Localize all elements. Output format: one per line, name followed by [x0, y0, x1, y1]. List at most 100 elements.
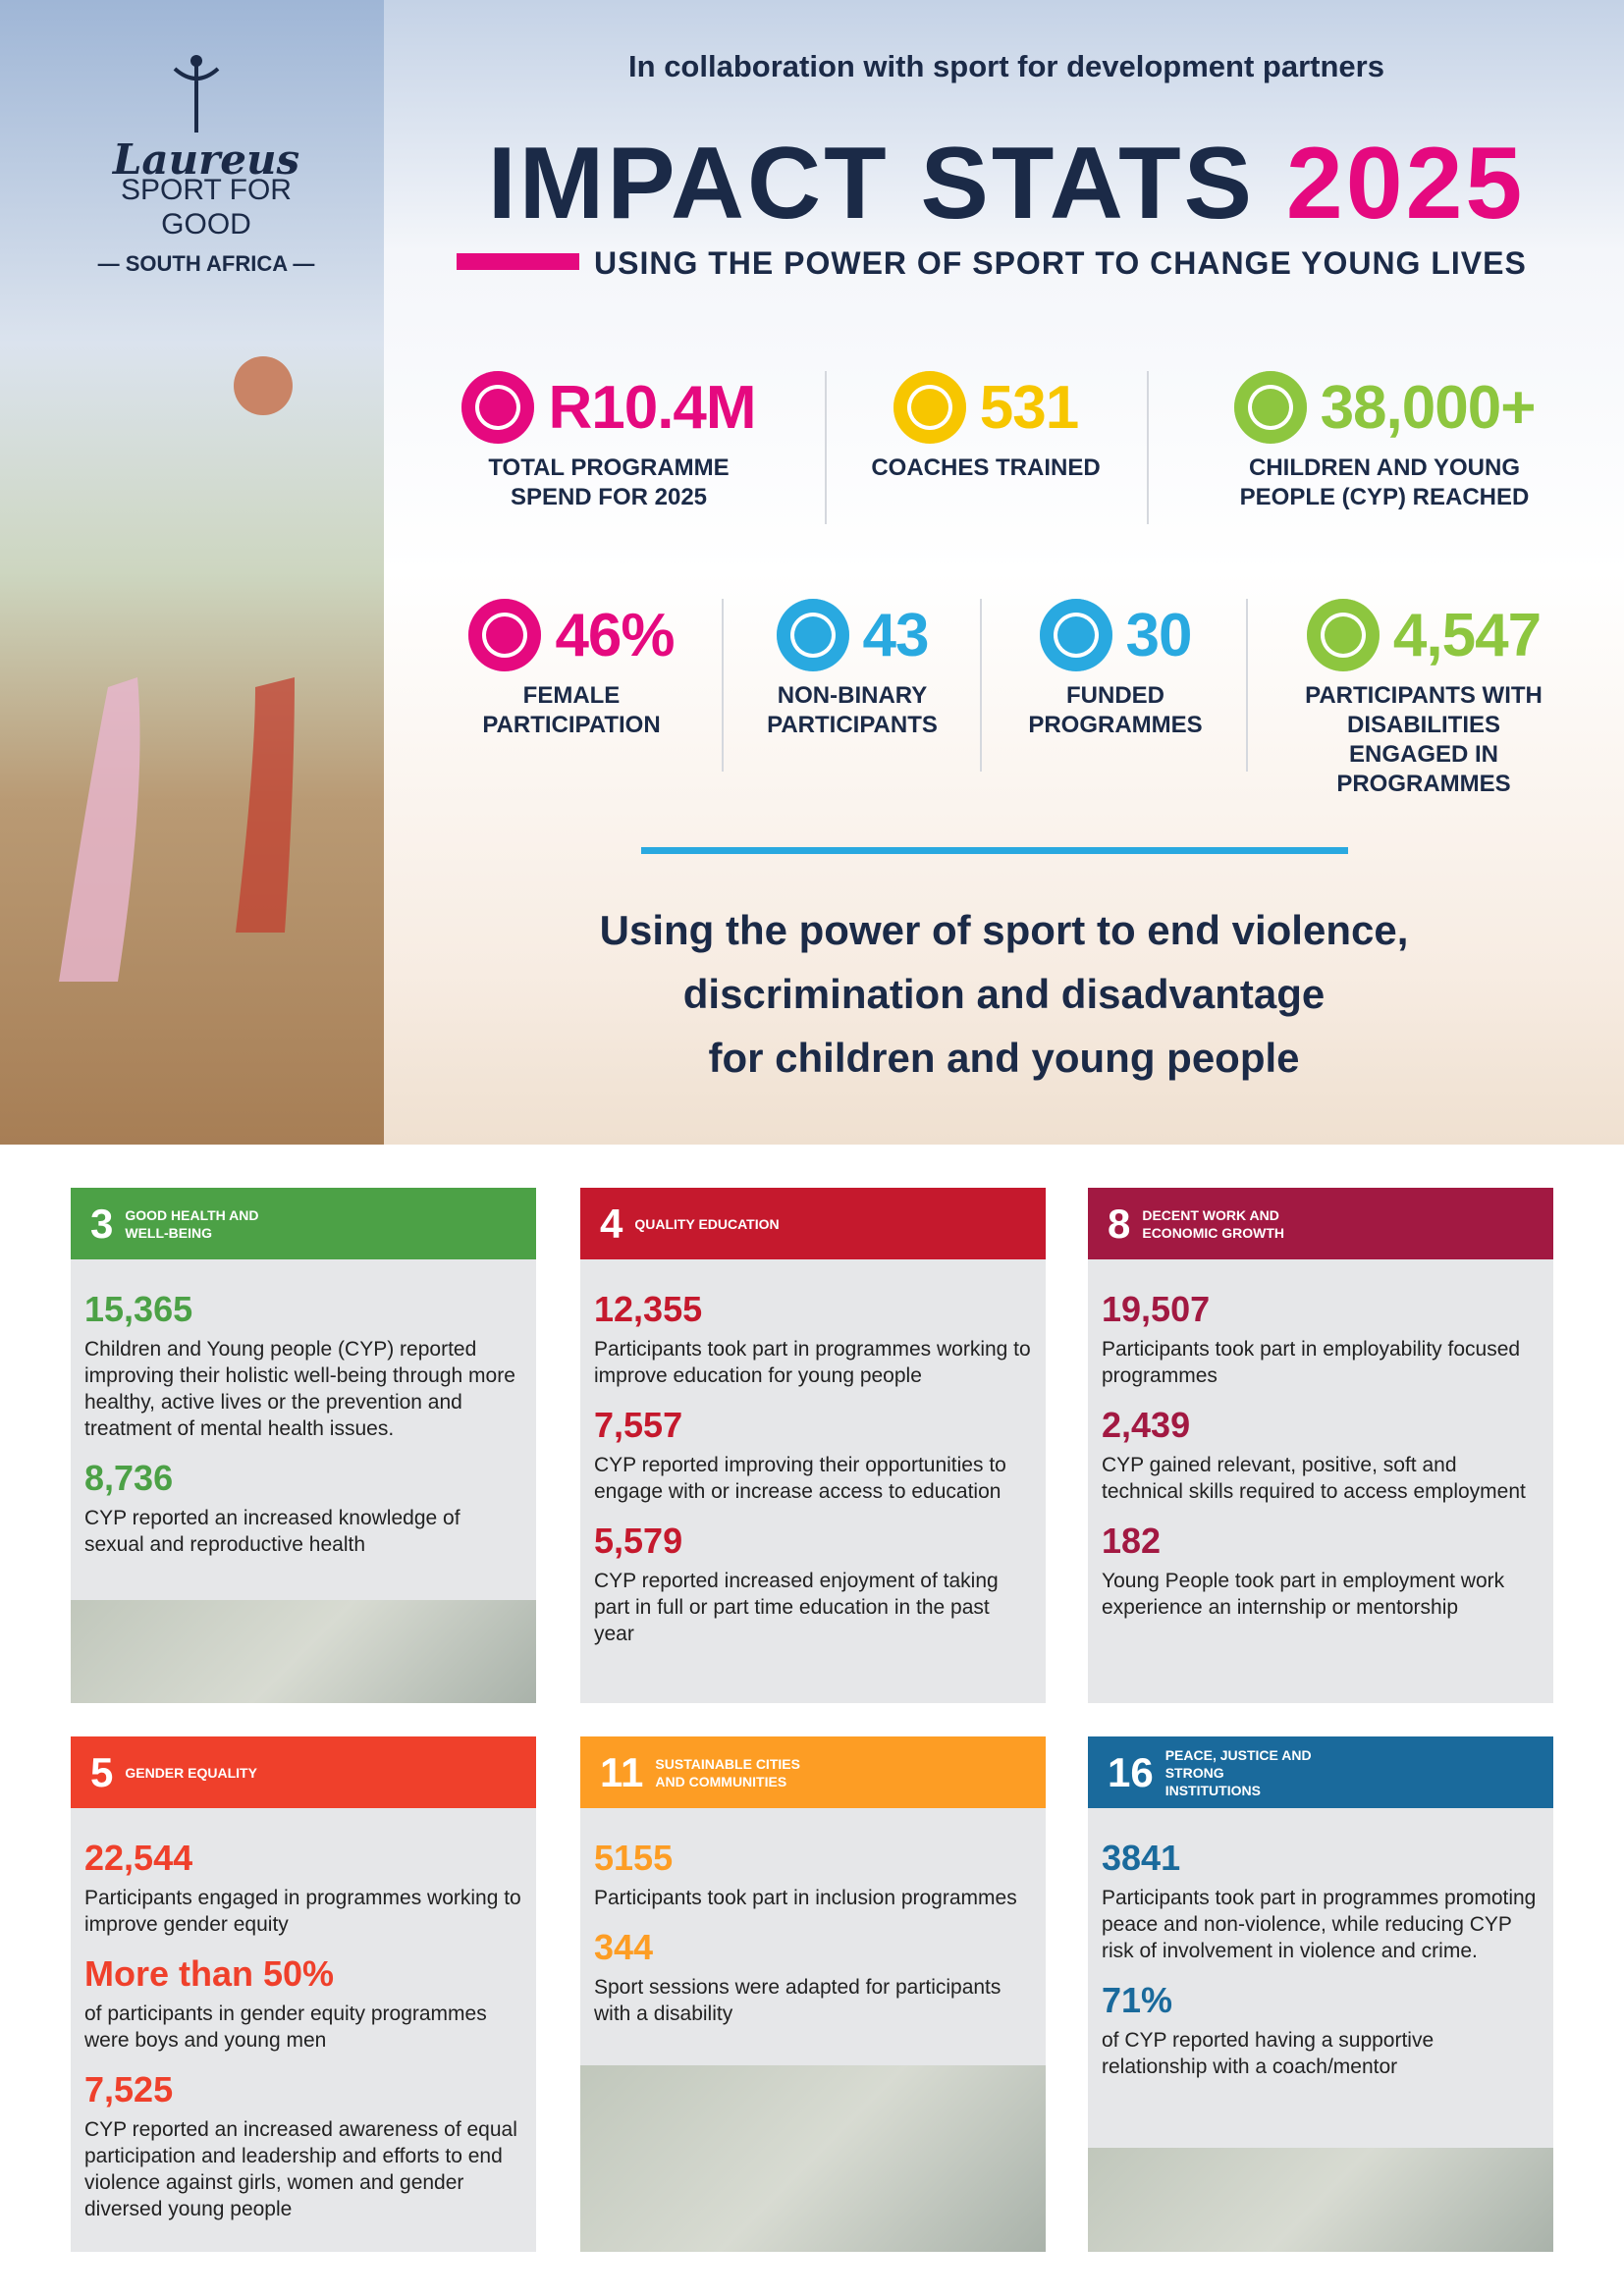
- goal-text: Sport sessions were adapted for particip…: [594, 1976, 1001, 2025]
- goal-photo: [580, 2065, 1046, 2252]
- goal-value: 2,439: [1102, 1405, 1191, 1445]
- divider: [980, 599, 982, 772]
- goal-value: 3841: [1102, 1838, 1181, 1878]
- stat-value: 43: [862, 601, 930, 669]
- goal-text: of CYP reported having a supportive rela…: [1102, 2029, 1435, 2078]
- goal-name: QUALITY EDUCATION: [634, 1215, 780, 1232]
- logo-line: SPORT FOR: [121, 174, 292, 206]
- logo-region: — SOUTH AFRICA —: [97, 251, 315, 276]
- goal-name: GENDER EQUALITY: [125, 1764, 257, 1781]
- goal-value: 344: [594, 1927, 654, 1967]
- tagline-line: discrimination and disadvantage: [682, 971, 1326, 1017]
- goal-photo: [71, 1600, 536, 1703]
- goal-name: SUSTAINABLE CITIES AND COMMUNITIES: [655, 1755, 800, 1789]
- subtitle: USING THE POWER OF SPORT TO CHANGE YOUNG…: [594, 245, 1527, 281]
- stat-icon: [1039, 599, 1112, 671]
- goal-card: 16 PEACE, JUSTICE AND STRONG INSTITUTIONS…: [1088, 1736, 1553, 2252]
- goal-body: 3841 Participants took part in programmes…: [1088, 1808, 1553, 2080]
- goal-number: 11: [600, 1748, 644, 1795]
- goal-text: Participants took part in programmes pro…: [1102, 1887, 1537, 1962]
- stat-value: 4,547: [1392, 601, 1542, 669]
- stat-value: 46%: [555, 601, 675, 669]
- goal-header: 3 GOOD HEALTH AND WELL-BEING: [71, 1188, 536, 1259]
- goal-text: CYP reported an increased knowledge of s…: [84, 1507, 460, 1556]
- goal-value: 5155: [594, 1838, 674, 1878]
- divider: [825, 371, 827, 524]
- goal-value: 15,365: [84, 1289, 193, 1329]
- goal-text: Participants took part in employability …: [1102, 1338, 1521, 1387]
- goal-number: 3: [90, 1200, 114, 1247]
- title: IMPACT STATS 2025: [412, 130, 1600, 238]
- goal-text: Children and Young people (CYP) reported…: [84, 1338, 515, 1440]
- logo-brand: Laureus: [112, 135, 300, 184]
- stat-icon: [461, 371, 535, 444]
- stat-icon: [893, 371, 966, 444]
- goal-text: Participants engaged in programmes worki…: [84, 1887, 521, 1936]
- stat-head: 46%: [424, 599, 719, 671]
- goal-body: 22,544 Participants engaged in programmes…: [71, 1808, 536, 2222]
- title-text: IMPACT STATS: [487, 127, 1255, 240]
- goal-name: DECENT WORK AND ECONOMIC GROWTH: [1142, 1206, 1285, 1241]
- stat: 531 COACHES TRAINED: [858, 371, 1113, 483]
- stat: 43 NON-BINARY PARTICIPANTS: [734, 599, 970, 740]
- goal-body: 19,507 Participants took part in employab…: [1088, 1259, 1553, 1621]
- title-year: 2025: [1285, 127, 1526, 240]
- goal-card: 3 GOOD HEALTH AND WELL-BEING 15,365 Childre…: [71, 1188, 536, 1703]
- stat-icon: [776, 599, 849, 671]
- stat-icon: [468, 599, 542, 671]
- goal-header: 4 QUALITY EDUCATION: [580, 1188, 1046, 1259]
- goal-number: 8: [1108, 1200, 1131, 1247]
- goal-value: 12,355: [594, 1289, 703, 1329]
- goal-card: 11 SUSTAINABLE CITIES AND COMMUNITIES 5155…: [580, 1736, 1046, 2252]
- collaboration: In collaboration with sport for developm…: [628, 49, 1384, 83]
- stat-label: FUNDED PROGRAMMES: [1028, 682, 1203, 738]
- divider: [722, 599, 724, 772]
- stat-head: 4,547: [1276, 599, 1571, 671]
- goal-body: 5155 Participants took part in inclusion …: [580, 1808, 1046, 2027]
- stat-label: PARTICIPANTS WITH DISABILITIES ENGAGED I…: [1305, 682, 1543, 797]
- goal-text: Participants took part in programmes wor…: [594, 1338, 1031, 1387]
- stat: 38,000+ CHILDREN AND YOUNG PEOPLE (CYP) R…: [1188, 371, 1581, 512]
- goal-text: Young People took part in employment wor…: [1102, 1570, 1505, 1619]
- stat-label: TOTAL PROGRAMME SPEND FOR 2025: [488, 454, 730, 510]
- goal-value: 22,544: [84, 1838, 193, 1878]
- tagline-line: for children and young people: [708, 1035, 1300, 1081]
- goal-text: CYP gained relevant, positive, soft and …: [1102, 1454, 1526, 1503]
- stat-head: 30: [998, 599, 1233, 671]
- stat-value: R10.4M: [548, 373, 756, 442]
- stat-head: 38,000+: [1188, 371, 1581, 444]
- goal-value: 19,507: [1102, 1289, 1211, 1329]
- goal-text: of participants in gender equity program…: [84, 2002, 487, 2052]
- stat-value: 38,000+: [1320, 373, 1537, 442]
- stat-head: 43: [734, 599, 970, 671]
- goal-text: CYP reported increased enjoyment of taki…: [594, 1570, 999, 1645]
- goal-header: 8 DECENT WORK AND ECONOMIC GROWTH: [1088, 1188, 1553, 1259]
- goal-photo: [1088, 2148, 1553, 2252]
- stat-label: COACHES TRAINED: [871, 454, 1101, 481]
- stat-label: CHILDREN AND YOUNG PEOPLE (CYP) REACHED: [1239, 454, 1530, 510]
- tagline-line: Using the power of sport to end violence…: [599, 907, 1409, 953]
- goal-number: 5: [90, 1748, 114, 1795]
- stat-head: R10.4M: [442, 371, 776, 444]
- goal-header: 11 SUSTAINABLE CITIES AND COMMUNITIES: [580, 1736, 1046, 1808]
- goal-text: Participants took part in inclusion prog…: [594, 1887, 1017, 1909]
- goal-body: 15,365 Children and Young people (CYP) re…: [71, 1259, 536, 1558]
- goal-card: 8 DECENT WORK AND ECONOMIC GROWTH 19,507 Pa…: [1088, 1188, 1553, 1703]
- stat-label: NON-BINARY PARTICIPANTS: [767, 682, 938, 738]
- stat-label: FEMALE PARTICIPATION: [482, 682, 661, 738]
- stat: R10.4M TOTAL PROGRAMME SPEND FOR 2025: [442, 371, 776, 512]
- stat-value: 531: [979, 373, 1079, 442]
- stat-icon: [1306, 599, 1380, 671]
- rule: [641, 847, 1348, 854]
- hero-photo: [0, 0, 384, 1145]
- divider: [1246, 599, 1248, 772]
- goal-text: CYP reported an increased awareness of e…: [84, 2118, 517, 2220]
- divider: [1147, 371, 1149, 524]
- hero: Laureus SPORT FOR GOOD — SOUTH AFRICA — …: [0, 0, 1624, 1145]
- stat-head: 531: [858, 371, 1113, 444]
- goal-name: PEACE, JUSTICE AND STRONG INSTITUTIONS: [1164, 1746, 1312, 1798]
- goal-text: CYP reported improving their opportuniti…: [594, 1454, 1006, 1503]
- photo-art: [59, 356, 295, 982]
- logo-line: GOOD: [161, 208, 251, 240]
- goal-value: 5,579: [594, 1521, 683, 1561]
